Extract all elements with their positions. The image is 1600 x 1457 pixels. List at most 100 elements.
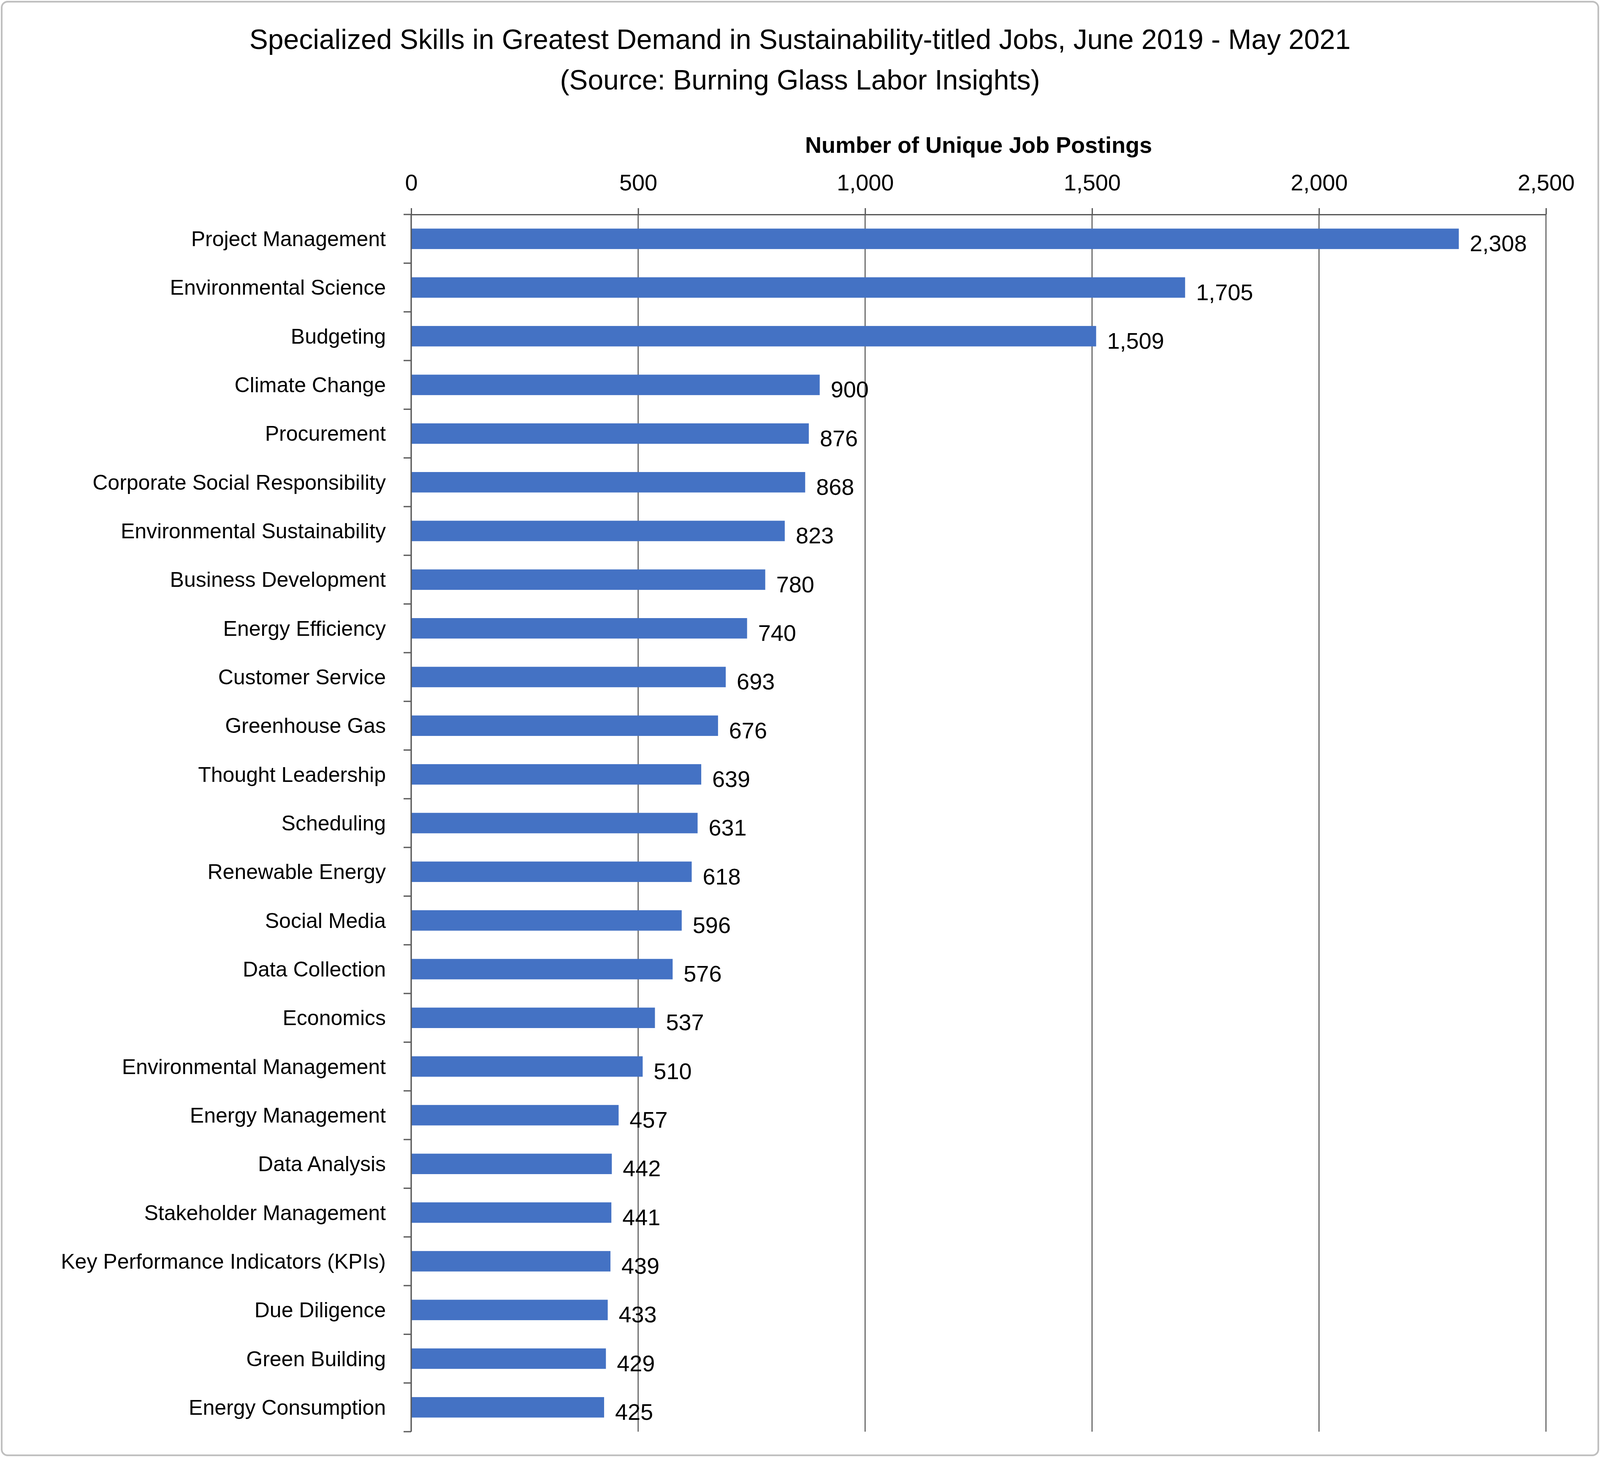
category-tick [403,846,412,849]
data-label: 618 [702,863,741,890]
category-tick [403,943,412,946]
tick-label: 0 [404,169,418,196]
category-tick [403,1285,412,1287]
category-label: Budgeting [290,324,386,349]
data-label: 576 [683,960,722,987]
axis-line [411,214,1547,216]
data-label: 2,308 [1469,230,1527,256]
category-label: Data Analysis [257,1152,386,1176]
category-label: Stakeholder Management [143,1201,386,1225]
category-tick [403,651,412,654]
data-label: 900 [830,376,869,402]
tick-mark [1091,208,1093,215]
bar [411,764,702,785]
category-tick [403,311,412,313]
data-label: 596 [692,912,731,938]
bar [411,423,809,444]
bar [411,666,726,687]
data-label: 429 [616,1350,655,1376]
bar [411,812,698,833]
category-tick [403,700,412,703]
category-tick [403,1236,412,1238]
category-label: Energy Management [189,1103,386,1128]
tick-mark [864,208,866,215]
bar [411,1104,619,1126]
x-axis: 05001,0001,5002,0002,500 [404,169,1575,215]
y-axis: Project ManagementEnvironmental ScienceB… [60,214,412,1432]
category-tick [403,1090,412,1092]
bar [411,374,820,395]
bar [411,1348,606,1369]
tick-label: 500 [619,169,658,196]
bar [411,1396,605,1418]
data-label: 510 [653,1058,692,1084]
category-label: Energy Efficiency [223,616,386,641]
category-label: Energy Consumption [188,1395,386,1420]
axis-title: Number of Unique Job Postings [805,132,1153,158]
bar [411,861,692,882]
category-label: Procurement [265,421,386,446]
category-label: Customer Service [218,665,386,689]
category-tick [403,457,412,459]
tick-label: 1,000 [836,169,894,196]
tick-mark [637,208,640,215]
axis-line [410,214,413,1432]
category-tick [403,1138,412,1141]
category-tick [403,359,412,361]
chart-frame [1,1,1599,1456]
category-tick [403,214,412,216]
bar [411,1299,608,1320]
bars [411,228,1459,1418]
tick: 2,000 [1290,169,1348,215]
category-label: Key Performance Indicators (KPIs) [60,1249,386,1274]
category-label: Social Media [265,908,386,933]
data-label: 823 [795,522,834,548]
tick-label: 2,000 [1290,169,1348,196]
bar [411,1250,611,1272]
category-label: Scheduling [281,811,386,836]
category-label: Environmental Sustainability [120,519,386,543]
bar [411,1153,612,1175]
data-label: 693 [736,668,775,695]
tick-mark [1545,208,1547,215]
category-tick [403,505,412,508]
grid-line [1091,214,1093,1432]
bar [411,569,766,590]
category-tick [403,895,412,897]
data-label: 442 [622,1155,661,1181]
tick-mark [1318,208,1320,215]
data-labels: 2,3081,7051,5099008768688237807406936766… [615,230,1527,1425]
data-label: 1,705 [1195,279,1253,305]
category-tick [403,1431,412,1433]
data-label: 676 [729,717,768,744]
data-label: 631 [708,814,747,841]
chart-title: Specialized Skills in Greatest Demand in… [249,23,1351,55]
bar [411,325,1096,347]
category-tick [403,1382,412,1384]
bar [411,1202,612,1223]
tick: 0 [404,169,418,215]
category-label: Renewable Energy [207,859,387,884]
data-label: 425 [615,1399,654,1425]
tick: 500 [619,169,658,215]
bar [411,715,719,736]
category-label: Due Diligence [254,1298,386,1322]
tick-mark [410,208,413,215]
category-label: Environmental Management [122,1054,386,1079]
category-label: Climate Change [234,373,386,397]
grid [411,214,1546,1432]
data-label: 439 [621,1252,660,1279]
category-label: Greenhouse Gas [225,713,386,738]
category-label: Economics [282,1006,386,1030]
category-tick [403,603,412,605]
tick: 2,500 [1517,169,1575,215]
data-label: 780 [776,571,815,597]
bar [411,228,1459,249]
bar [411,277,1186,298]
chart: Specialized Skills in Greatest Demand in… [0,0,1600,1457]
bar [411,958,673,979]
data-label: 740 [758,620,797,646]
category-label: Green Building [246,1347,386,1371]
category-tick [403,1187,412,1189]
category-tick [403,992,412,995]
